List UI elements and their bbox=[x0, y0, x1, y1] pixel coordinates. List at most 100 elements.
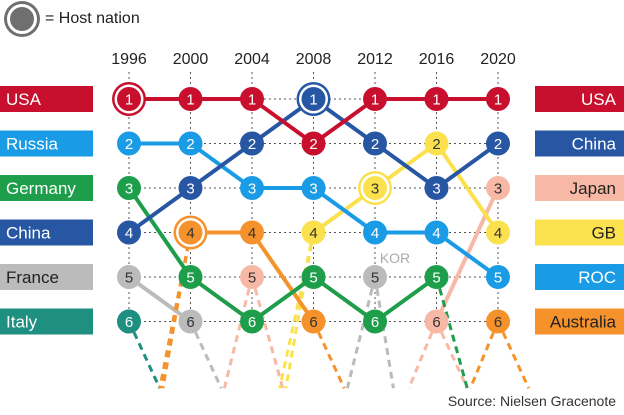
series-line-usa bbox=[250, 97, 316, 146]
series-line-gb bbox=[434, 141, 500, 235]
point-label-russia: 5 bbox=[494, 270, 502, 287]
series-points: 6 5 6 5 5 6 3 4 3 2 4 4 4 6 6 3 5 6 5 6 5 2 2 3 3 4 4 5 4 3 2 1 2 3 2 1 1 1 2 1… bbox=[112, 82, 510, 334]
series-line-russia bbox=[434, 230, 500, 279]
point-germany bbox=[240, 309, 264, 334]
left-label-box-france bbox=[0, 264, 93, 290]
point-label-germany: 6 bbox=[371, 314, 379, 331]
right-label-australia: Australia bbox=[550, 313, 617, 332]
host-circle-icon bbox=[7, 4, 37, 34]
point-label-gb: 4 bbox=[494, 225, 502, 242]
point-label-russia: 4 bbox=[432, 225, 440, 242]
point-usa bbox=[363, 87, 387, 111]
point-label-germany: 6 bbox=[248, 314, 256, 331]
series-dash-australia bbox=[312, 320, 346, 389]
series-line-usa bbox=[311, 97, 377, 146]
point-russia bbox=[240, 176, 264, 200]
point-label-russia: 3 bbox=[309, 181, 317, 198]
point-china bbox=[486, 131, 510, 156]
series-dash-germany bbox=[435, 276, 469, 389]
point-label-australia: 6 bbox=[309, 314, 317, 331]
point-russia bbox=[301, 176, 326, 200]
point-label-china: 2 bbox=[248, 136, 256, 153]
left-label-russia: Russia bbox=[6, 135, 59, 154]
series-dash-france bbox=[189, 320, 223, 389]
series-dash-france bbox=[373, 276, 395, 389]
point-label-japan: 5 bbox=[248, 270, 256, 287]
point-usa bbox=[486, 87, 510, 111]
series-line-china bbox=[434, 141, 500, 190]
point-label-france: 5 bbox=[371, 270, 379, 287]
point-label-usa: 1 bbox=[494, 92, 502, 109]
point-label-gb: 3 bbox=[371, 181, 379, 198]
year-tick-label: 2000 bbox=[173, 51, 209, 68]
point-label-germany: 5 bbox=[309, 270, 317, 287]
right-label-box-china bbox=[535, 130, 624, 157]
point-italy bbox=[117, 309, 141, 334]
point-australia bbox=[178, 220, 203, 245]
point-label-gb: 4 bbox=[309, 225, 317, 242]
series-entry-gb bbox=[284, 232, 315, 389]
point-china bbox=[363, 131, 387, 156]
point-label-russia: 4 bbox=[371, 225, 379, 242]
series-line-france bbox=[127, 275, 193, 324]
annotation-kor: KOR bbox=[380, 250, 410, 266]
point-label-gb: 2 bbox=[432, 136, 440, 153]
point-label-italy: 6 bbox=[125, 314, 133, 331]
point-china bbox=[178, 176, 203, 200]
right-label-box-gb bbox=[535, 219, 624, 246]
point-label-usa: 1 bbox=[186, 92, 194, 109]
point-russia bbox=[424, 220, 449, 245]
series-dash-australia bbox=[496, 320, 531, 389]
point-gb bbox=[363, 176, 387, 200]
point-label-germany: 5 bbox=[432, 270, 440, 287]
series-dash-italy bbox=[127, 320, 162, 389]
left-label-box-italy bbox=[0, 308, 93, 335]
year-tick-label: 2004 bbox=[234, 51, 270, 68]
point-label-china: 2 bbox=[494, 136, 502, 153]
point-label-china: 1 bbox=[309, 92, 317, 109]
point-label-russia: 2 bbox=[186, 136, 194, 153]
point-label-china: 2 bbox=[371, 136, 379, 153]
right-label-box-japan bbox=[535, 175, 624, 201]
point-france bbox=[178, 309, 203, 334]
left-label-china: China bbox=[6, 224, 51, 243]
point-japan bbox=[240, 265, 264, 289]
left-label-usa: USA bbox=[6, 90, 42, 109]
point-gb bbox=[486, 220, 510, 245]
right-label-gb: GB bbox=[591, 224, 616, 243]
right-label-roc: ROC bbox=[578, 268, 616, 287]
left-label-germany: Germany bbox=[6, 179, 76, 198]
point-label-japan: 3 bbox=[494, 181, 502, 198]
left-label-france: France bbox=[6, 268, 59, 287]
point-label-australia: 6 bbox=[494, 314, 502, 331]
point-label-usa: 1 bbox=[432, 92, 440, 109]
series-line-china bbox=[188, 141, 254, 190]
point-france bbox=[117, 265, 141, 289]
point-usa bbox=[424, 87, 449, 111]
point-russia bbox=[178, 131, 203, 156]
series-entry-australia bbox=[468, 320, 500, 389]
point-label-usa: 1 bbox=[371, 92, 379, 109]
point-label-france: 6 bbox=[186, 314, 194, 331]
series-line-russia bbox=[311, 186, 377, 235]
year-tick-label: 2016 bbox=[419, 51, 455, 68]
right-label-box-australia bbox=[535, 308, 624, 335]
left-label-box-germany bbox=[0, 175, 93, 201]
point-label-usa: 1 bbox=[248, 92, 256, 109]
right-label-china: China bbox=[572, 135, 617, 154]
year-tick-label: 2008 bbox=[296, 51, 332, 68]
point-germany bbox=[178, 265, 203, 289]
right-label-japan: Japan bbox=[570, 179, 616, 198]
series-line-germany bbox=[127, 186, 193, 279]
series-entry-japan bbox=[407, 320, 438, 389]
point-label-russia: 3 bbox=[248, 181, 256, 198]
point-china bbox=[424, 176, 449, 200]
point-usa bbox=[301, 131, 326, 156]
point-usa bbox=[117, 87, 141, 111]
series-line-germany bbox=[250, 275, 316, 324]
series-line-germany bbox=[311, 275, 377, 324]
point-label-china: 3 bbox=[432, 181, 440, 198]
left-label-box-russia bbox=[0, 130, 93, 157]
point-germany bbox=[424, 265, 449, 289]
point-label-france: 5 bbox=[125, 270, 133, 287]
